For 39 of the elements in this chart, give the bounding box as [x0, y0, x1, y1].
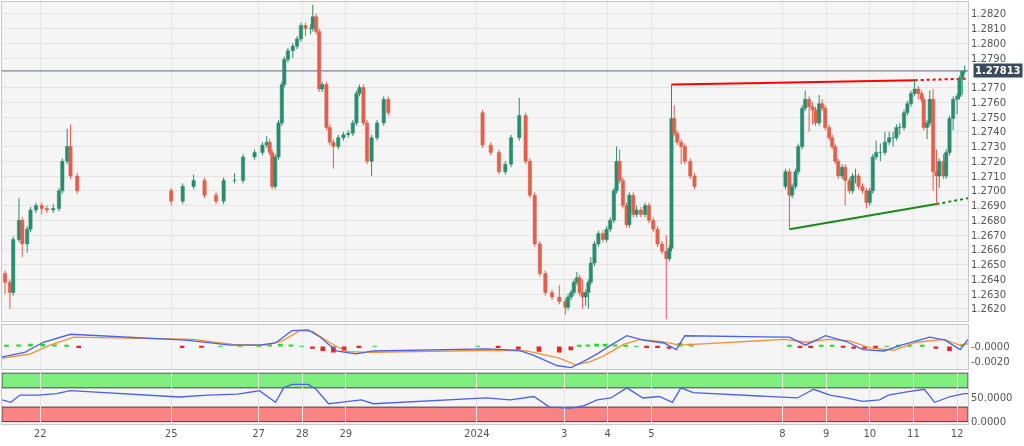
- y-tick-label: 1.2640: [971, 273, 1006, 285]
- x-tick-label: 5: [648, 428, 655, 439]
- y-tick-label: 1.2750: [971, 111, 1006, 123]
- x-tick-label: 27: [252, 428, 265, 439]
- x-tick-label: 8: [779, 428, 786, 439]
- y-tick-label: 0.0000: [971, 416, 1006, 428]
- x-tick-label: 4: [604, 428, 611, 439]
- y-tick-label: 1.2790: [971, 52, 1006, 64]
- x-tick-label: 25: [164, 428, 178, 439]
- y-tick-label: 1.2740: [971, 126, 1006, 138]
- x-tick-label: 29: [339, 428, 353, 439]
- y-tick-label: 1.2680: [971, 214, 1006, 226]
- y-tick-label: -0.0020: [971, 355, 1010, 367]
- y-tick-label: 1.2650: [971, 259, 1006, 271]
- y-tick-label: 1.2660: [971, 244, 1006, 256]
- y-tick-label: 1.2670: [971, 229, 1006, 241]
- x-tick-label: 28: [295, 428, 309, 439]
- y-tick-label: 1.2690: [971, 200, 1006, 212]
- x-tick-label: 22: [33, 428, 47, 439]
- x-tick-label: 12: [950, 428, 964, 439]
- y-tick-label: 1.2720: [971, 155, 1006, 167]
- y-tick-label: 1.2800: [971, 37, 1006, 49]
- y-tick-label: 50.0000: [971, 391, 1013, 403]
- y-tick-label: 1.2630: [971, 288, 1006, 300]
- y-tick-label: 1.2710: [971, 170, 1006, 182]
- x-tick-label: 9: [822, 428, 830, 439]
- y-tick-label: 1.2730: [971, 141, 1006, 153]
- y-tick-label: 1.2620: [971, 303, 1006, 315]
- y-tick-label: 1.2810: [971, 23, 1006, 35]
- x-tick-label: 11: [907, 428, 920, 439]
- y-tick-label: 1.2820: [971, 8, 1006, 20]
- y-tick-label: 1.2700: [971, 185, 1006, 197]
- x-tick-label: 2024: [464, 428, 490, 439]
- x-tick-label: 3: [560, 428, 568, 439]
- y-tick-label: -0.0000: [971, 341, 1010, 353]
- ref-line-label: 1.27813: [975, 65, 1021, 76]
- x-tick-label: 10: [863, 428, 877, 439]
- y-tick-label: 1.2760: [971, 96, 1006, 108]
- y-tick-label: 1.2770: [971, 82, 1006, 94]
